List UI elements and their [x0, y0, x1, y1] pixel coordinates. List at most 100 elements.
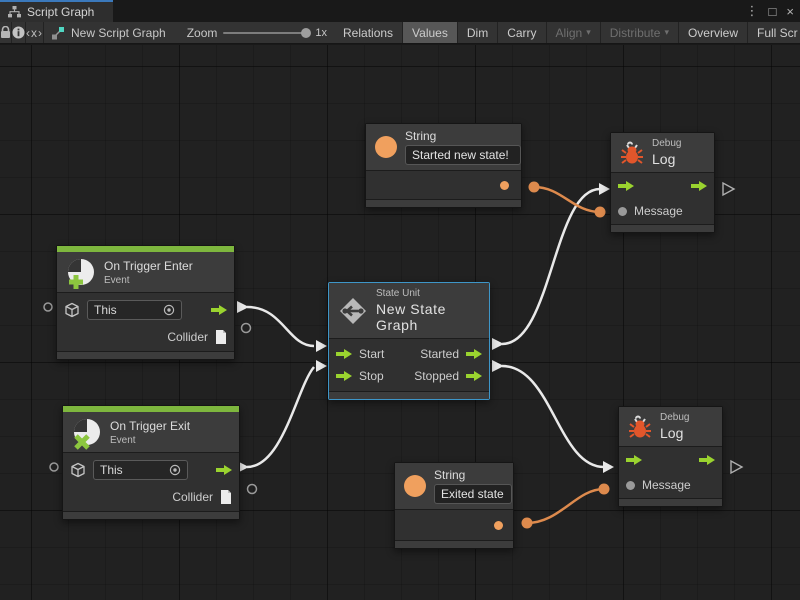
node-title: On Trigger Exit	[110, 418, 191, 433]
node-on-trigger-exit[interactable]: On Trigger Exit Event This Collid	[62, 405, 240, 520]
target-value: This	[94, 303, 117, 317]
flow-output-port[interactable]	[730, 459, 744, 475]
carry-button[interactable]: Carry	[498, 22, 547, 43]
zoom-value: 1x	[315, 26, 328, 39]
node-title: String	[405, 129, 437, 143]
node-header[interactable]: Debug Log	[619, 407, 722, 447]
connection-string-to-message-bottom[interactable]	[526, 487, 605, 525]
node-debug-log-bottom[interactable]: Debug Log Message	[618, 406, 723, 507]
flow-out-arrow-icon[interactable]	[699, 455, 715, 465]
port-label: Message	[642, 478, 691, 492]
lock-button[interactable]	[0, 22, 12, 43]
value-port-dot[interactable]	[594, 206, 606, 218]
align-dropdown[interactable]: Align ▾	[547, 22, 601, 43]
value-port-dot[interactable]	[528, 181, 540, 193]
node-title: String	[434, 468, 466, 482]
graph-hierarchy-icon	[8, 6, 21, 18]
output-row	[395, 510, 513, 540]
flow-arrowhead	[316, 340, 327, 352]
node-subtitle: Event	[110, 434, 136, 446]
flow-source-triangle[interactable]	[492, 360, 504, 372]
connection-exit-to-stop[interactable]	[246, 366, 315, 469]
string-value-input[interactable]	[405, 145, 521, 165]
flow-out-arrow-icon[interactable]	[211, 305, 227, 315]
collider-file-icon[interactable]	[220, 490, 232, 504]
string-literal-icon	[404, 475, 426, 497]
flow-in-arrow-icon[interactable]	[336, 371, 352, 381]
zoom-to-fit-button[interactable]: ‹x›	[26, 22, 44, 43]
value-port-dot[interactable]	[521, 517, 533, 529]
collider-output-port[interactable]	[240, 322, 252, 334]
object-picker-icon[interactable]	[169, 464, 181, 476]
node-debug-log-top[interactable]: Debug Log Message	[610, 132, 715, 233]
connection-stopped-to-log[interactable]	[501, 364, 605, 469]
connection-started-to-log[interactable]	[501, 187, 601, 346]
port-label: Stopped	[414, 369, 459, 383]
node-string-bottom[interactable]: String	[394, 462, 514, 549]
overview-button[interactable]: Overview	[679, 22, 748, 43]
flow-in-arrow-icon[interactable]	[626, 455, 642, 465]
value-port-dot[interactable]	[598, 483, 610, 495]
node-header[interactable]: State Unit New State Graph	[329, 283, 489, 339]
node-title: Log	[652, 151, 676, 167]
node-title: New State Graph	[376, 301, 446, 333]
close-icon[interactable]: ×	[786, 3, 794, 19]
graph-breadcrumb[interactable]: New Script Graph	[44, 22, 173, 43]
graph-name: New Script Graph	[71, 25, 166, 40]
collider-file-icon[interactable]	[215, 330, 227, 344]
message-row: Message	[611, 198, 714, 224]
zoom-label: Zoom	[186, 25, 218, 40]
target-input-port[interactable]	[49, 462, 59, 472]
tab-script-graph[interactable]: Script Graph	[0, 0, 113, 22]
flow-output-port[interactable]	[722, 181, 736, 197]
connection-string-to-message-top[interactable]	[533, 185, 601, 214]
script-graph-icon	[52, 26, 64, 39]
zoom-slider-handle[interactable]	[301, 27, 312, 38]
graph-canvas[interactable]: String Debug Log	[0, 45, 800, 600]
object-picker-icon[interactable]	[163, 304, 175, 316]
collider-output-port[interactable]	[246, 483, 258, 495]
flow-source-triangle[interactable]	[237, 301, 249, 313]
node-on-trigger-enter[interactable]: On Trigger Enter Event This Colli	[56, 245, 235, 360]
fullscreen-button[interactable]: Full Scr	[748, 22, 800, 43]
string-output-dot[interactable]	[500, 180, 509, 190]
message-row: Message	[619, 472, 722, 498]
flow-out-arrow-icon[interactable]	[216, 465, 232, 475]
dim-button[interactable]: Dim	[458, 22, 499, 43]
align-label: Align	[555, 25, 583, 40]
info-button[interactable]	[12, 22, 26, 43]
node-header[interactable]: String	[395, 463, 513, 510]
node-header[interactable]: String	[366, 124, 521, 171]
event-accent-bar	[57, 246, 234, 252]
message-input-dot[interactable]	[618, 206, 627, 216]
flow-out-arrow-icon[interactable]	[466, 371, 482, 381]
node-header[interactable]: Debug Log	[611, 133, 714, 173]
distribute-dropdown[interactable]: Distribute ▾	[601, 22, 679, 43]
collider-row: Collider	[63, 483, 239, 511]
node-header[interactable]: On Trigger Enter Event	[57, 252, 234, 293]
zoom-slider[interactable]	[223, 27, 312, 38]
state-row-stop: Stop Stopped	[329, 365, 489, 387]
connection-enter-to-start[interactable]	[246, 305, 315, 348]
flow-source-triangle[interactable]	[492, 338, 504, 350]
flow-in-arrow-icon[interactable]	[618, 181, 634, 191]
state-row-start: Start Started	[329, 343, 489, 365]
flow-out-arrow-icon[interactable]	[691, 181, 707, 191]
node-string-top[interactable]: String	[365, 123, 522, 208]
event-exit-icon	[72, 417, 102, 450]
menu-icon[interactable]: ⋮	[745, 3, 759, 18]
node-state-unit[interactable]: State Unit New State Graph Start Started…	[328, 282, 490, 400]
target-object-dropdown[interactable]: This	[93, 460, 188, 480]
target-input-port[interactable]	[43, 302, 53, 312]
relations-button[interactable]: Relations	[334, 22, 404, 43]
values-button[interactable]: Values	[403, 22, 458, 43]
target-object-dropdown[interactable]: This	[87, 300, 182, 320]
node-header[interactable]: On Trigger Exit Event	[63, 412, 239, 453]
string-output-dot[interactable]	[494, 520, 503, 530]
flow-out-arrow-icon[interactable]	[466, 349, 482, 359]
maximize-icon[interactable]: □	[768, 3, 777, 19]
string-value-input[interactable]	[434, 484, 512, 504]
message-input-dot[interactable]	[626, 480, 635, 490]
flow-in-arrow-icon[interactable]	[336, 349, 352, 359]
node-footer	[395, 540, 513, 548]
